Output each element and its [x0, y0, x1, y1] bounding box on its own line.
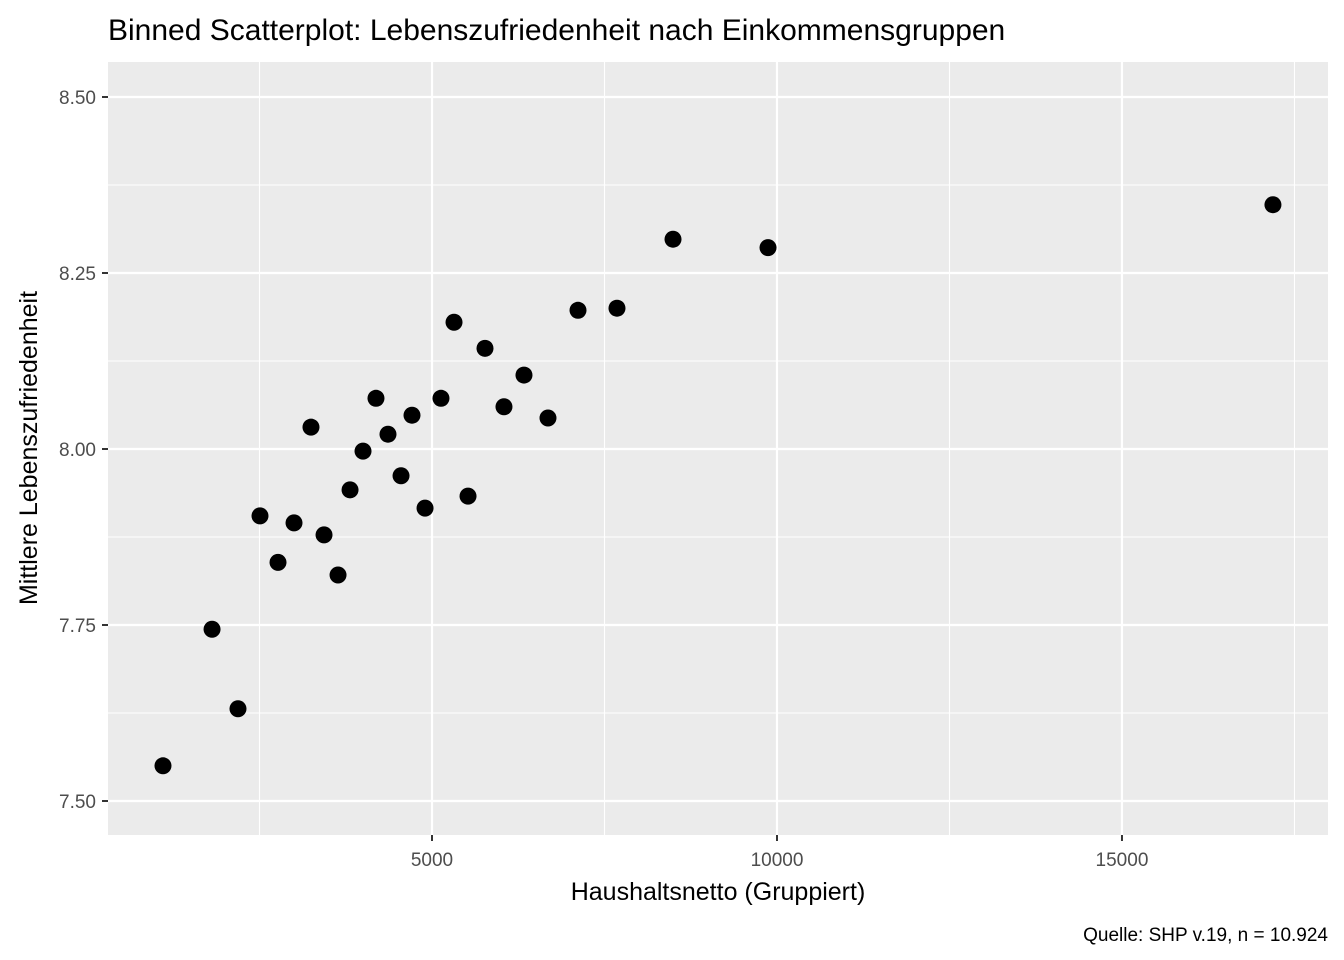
data-point	[608, 299, 626, 317]
y-tick-label: 8.00	[59, 440, 96, 461]
data-point	[539, 409, 557, 427]
data-point	[515, 366, 533, 384]
data-point	[285, 514, 303, 532]
y-tick-label: 8.25	[59, 264, 96, 285]
data-point	[403, 406, 421, 424]
data-point	[569, 301, 587, 319]
data-point	[445, 313, 463, 331]
x-axis-label: Haushaltsnetto (Gruppiert)	[571, 878, 866, 906]
data-point	[302, 418, 320, 436]
gridlines	[108, 62, 1328, 835]
data-point	[154, 757, 172, 775]
data-point	[341, 481, 359, 499]
data-point	[229, 700, 247, 718]
data-point	[329, 566, 347, 584]
x-tick-label: 15000	[1096, 850, 1149, 871]
data-point	[476, 339, 494, 357]
y-tick-label: 8.50	[59, 88, 96, 109]
data-point	[379, 425, 397, 443]
data-point	[392, 467, 410, 485]
x-tick-label: 10000	[751, 850, 804, 871]
data-point	[354, 442, 372, 460]
chart-title: Binned Scatterplot: Lebenszufriedenheit …	[108, 14, 1005, 47]
data-point	[416, 499, 434, 517]
data-point	[459, 487, 477, 505]
data-point	[1264, 196, 1282, 214]
data-point	[432, 389, 450, 407]
data-points	[154, 196, 1282, 775]
y-axis-label: Mittlere Lebenszufriedenheit	[15, 291, 43, 605]
axis-ticks: 5000 10000 15000 7.50 7.75 8.00 8.25 8.50	[59, 88, 1148, 871]
data-point	[315, 526, 333, 544]
data-point	[269, 553, 287, 571]
data-point	[759, 239, 777, 257]
y-tick-label: 7.50	[59, 792, 96, 813]
data-point	[251, 507, 269, 525]
caption: Quelle: SHP v.19, n = 10.924	[1083, 925, 1328, 946]
data-point	[367, 389, 385, 407]
data-point	[664, 230, 682, 248]
data-point	[495, 398, 513, 416]
x-tick-label: 5000	[411, 850, 453, 871]
y-tick-label: 7.75	[59, 616, 96, 637]
data-point	[203, 620, 221, 638]
